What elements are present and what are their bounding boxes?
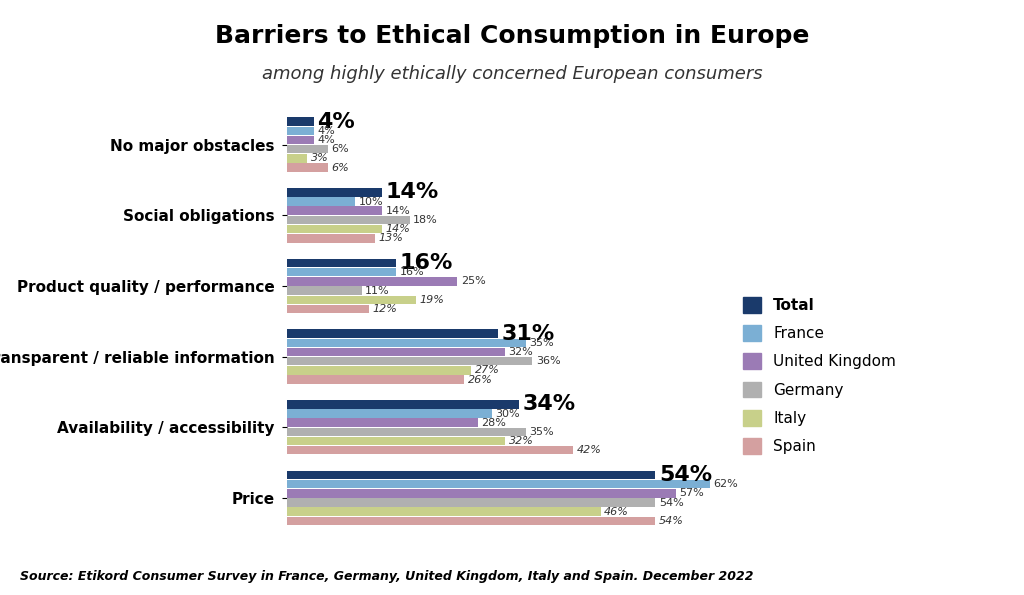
Text: 10%: 10% — [358, 196, 383, 206]
Bar — [287, 437, 505, 445]
Bar — [287, 446, 573, 455]
Text: 35%: 35% — [529, 427, 554, 437]
Text: 14%: 14% — [386, 206, 411, 216]
Text: 11%: 11% — [366, 286, 390, 296]
Text: 46%: 46% — [604, 507, 629, 516]
Bar — [287, 357, 532, 365]
Bar — [287, 215, 410, 224]
Text: 18%: 18% — [413, 215, 438, 225]
Bar — [287, 188, 382, 196]
Text: 16%: 16% — [399, 253, 453, 273]
Bar — [287, 286, 361, 295]
Bar — [287, 154, 307, 162]
Text: 3%: 3% — [310, 154, 329, 164]
Bar — [287, 489, 676, 497]
Bar — [287, 117, 314, 126]
Bar — [287, 296, 417, 304]
Text: 42%: 42% — [577, 445, 602, 455]
Bar — [287, 471, 655, 479]
Text: among highly ethically concerned European consumers: among highly ethically concerned Europea… — [262, 65, 762, 83]
Text: 32%: 32% — [509, 347, 534, 357]
Bar — [287, 428, 525, 436]
Text: 34%: 34% — [522, 394, 575, 414]
Text: 31%: 31% — [502, 324, 555, 344]
Bar — [287, 127, 314, 135]
Bar — [287, 409, 492, 418]
Legend: Total, France, United Kingdom, Germany, Italy, Spain: Total, France, United Kingdom, Germany, … — [735, 289, 904, 462]
Text: 19%: 19% — [420, 295, 444, 305]
Text: 54%: 54% — [658, 497, 684, 508]
Text: 25%: 25% — [461, 277, 485, 286]
Text: Barriers to Ethical Consumption in Europe: Barriers to Ethical Consumption in Europ… — [215, 24, 809, 48]
Bar — [287, 206, 382, 215]
Bar — [287, 259, 396, 267]
Text: 6%: 6% — [331, 144, 349, 154]
Bar — [287, 516, 655, 525]
Bar — [287, 418, 478, 427]
Text: 4%: 4% — [317, 112, 355, 131]
Bar — [287, 145, 328, 154]
Text: 26%: 26% — [468, 375, 493, 384]
Bar — [287, 348, 505, 356]
Text: 35%: 35% — [529, 338, 554, 348]
Bar — [287, 164, 328, 172]
Text: 6%: 6% — [331, 162, 349, 173]
Bar — [287, 339, 525, 347]
Bar — [287, 366, 471, 375]
Text: 32%: 32% — [509, 436, 534, 446]
Text: 62%: 62% — [714, 479, 738, 489]
Bar — [287, 400, 519, 409]
Bar — [287, 305, 369, 313]
Text: 36%: 36% — [536, 356, 560, 366]
Bar — [287, 375, 464, 384]
Text: 13%: 13% — [379, 233, 403, 243]
Bar — [287, 498, 655, 507]
Text: 16%: 16% — [399, 267, 424, 277]
Text: 57%: 57% — [679, 488, 705, 499]
Text: 12%: 12% — [372, 304, 397, 314]
Bar — [287, 136, 314, 145]
Text: 4%: 4% — [317, 126, 335, 136]
Bar — [287, 268, 396, 277]
Bar — [287, 198, 355, 206]
Text: 28%: 28% — [481, 418, 506, 428]
Bar — [287, 508, 601, 516]
Text: 4%: 4% — [317, 135, 335, 145]
Text: Source: Etikord Consumer Survey in France, Germany, United Kingdom, Italy and Sp: Source: Etikord Consumer Survey in Franc… — [20, 570, 754, 583]
Text: 54%: 54% — [658, 465, 712, 485]
Text: 14%: 14% — [386, 224, 411, 234]
Text: 54%: 54% — [658, 516, 684, 526]
Text: 30%: 30% — [495, 409, 519, 418]
Text: 27%: 27% — [474, 365, 500, 375]
Bar — [287, 277, 458, 286]
Bar — [287, 225, 382, 233]
Bar — [287, 234, 376, 243]
Text: 14%: 14% — [386, 182, 439, 202]
Bar — [287, 480, 710, 488]
Bar — [287, 330, 499, 338]
